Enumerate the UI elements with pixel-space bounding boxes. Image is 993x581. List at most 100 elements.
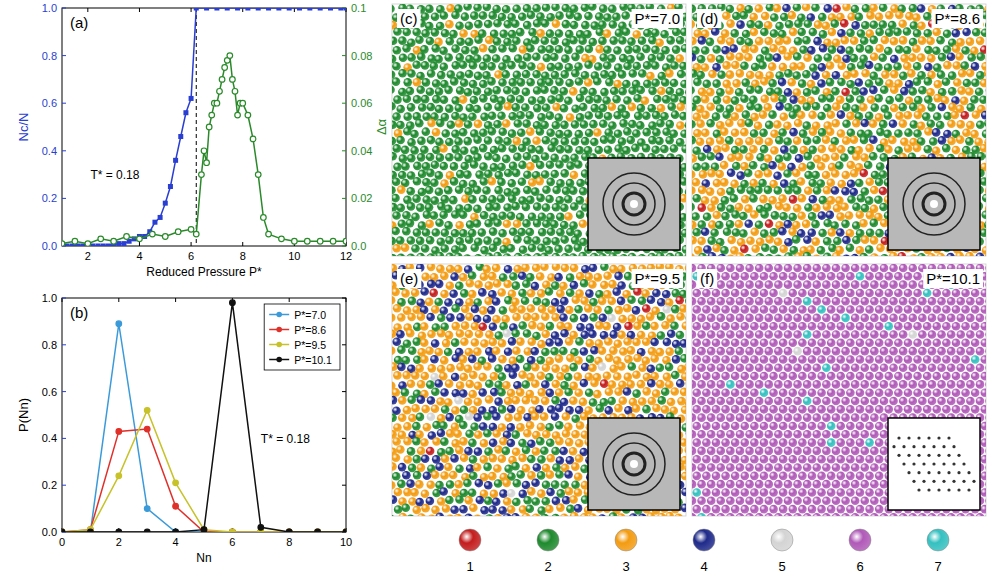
particle bbox=[545, 78, 554, 87]
particle bbox=[507, 212, 516, 221]
y-tick bbox=[342, 344, 346, 345]
inset-ring bbox=[623, 193, 645, 215]
particle bbox=[809, 127, 818, 136]
particle bbox=[525, 111, 534, 120]
y-tick bbox=[62, 485, 66, 486]
particle bbox=[655, 137, 664, 146]
legend: P*=7.0P*=8.6P*=9.5P*=10.1 bbox=[264, 304, 340, 370]
particle bbox=[865, 61, 874, 70]
particle bbox=[775, 102, 784, 111]
particle bbox=[535, 146, 544, 155]
particle bbox=[651, 145, 660, 154]
particle bbox=[523, 236, 532, 245]
x-tick bbox=[242, 242, 243, 246]
particle bbox=[692, 136, 696, 145]
y-tick bbox=[62, 438, 66, 439]
particle bbox=[542, 185, 551, 194]
particle bbox=[938, 53, 947, 62]
particle bbox=[566, 161, 575, 170]
particle bbox=[813, 37, 822, 46]
particle bbox=[685, 121, 686, 130]
particle bbox=[527, 11, 536, 20]
particle bbox=[494, 186, 503, 195]
particle bbox=[417, 137, 426, 146]
particle bbox=[596, 28, 605, 37]
particle bbox=[768, 161, 777, 170]
particle bbox=[956, 135, 965, 144]
particle bbox=[392, 227, 400, 236]
particle bbox=[671, 110, 680, 119]
particle bbox=[789, 62, 798, 71]
particle bbox=[701, 129, 710, 138]
particle bbox=[698, 153, 707, 162]
y-tick-label: 0.2 bbox=[42, 479, 57, 491]
particle bbox=[411, 244, 420, 253]
particle bbox=[555, 29, 564, 38]
particle bbox=[470, 46, 479, 55]
inset-center bbox=[630, 200, 638, 208]
plot-frame bbox=[62, 298, 346, 532]
data-point bbox=[121, 241, 126, 246]
particle bbox=[465, 38, 474, 47]
particle bbox=[770, 94, 779, 103]
particle bbox=[541, 152, 550, 161]
particle bbox=[770, 146, 779, 155]
particle bbox=[498, 62, 507, 71]
particle bbox=[518, 12, 527, 21]
particle bbox=[970, 130, 979, 139]
particle bbox=[735, 104, 744, 113]
particle bbox=[435, 187, 444, 196]
particle bbox=[479, 128, 488, 137]
particle bbox=[822, 171, 831, 180]
particle bbox=[850, 36, 859, 45]
particle bbox=[522, 203, 531, 212]
data-point bbox=[144, 506, 150, 512]
particle bbox=[484, 170, 493, 179]
data-point bbox=[330, 238, 336, 244]
particle bbox=[889, 119, 898, 128]
particle bbox=[924, 63, 933, 72]
particle bbox=[490, 94, 499, 103]
particle bbox=[508, 179, 517, 188]
particle bbox=[768, 110, 777, 119]
particle bbox=[392, 102, 396, 111]
particle bbox=[543, 237, 552, 246]
particle bbox=[860, 169, 869, 178]
particle bbox=[693, 163, 702, 172]
particle bbox=[398, 69, 407, 78]
particle bbox=[840, 203, 849, 212]
particle bbox=[523, 186, 532, 195]
data-point bbox=[286, 529, 292, 532]
particle bbox=[666, 87, 675, 96]
particle bbox=[979, 95, 986, 104]
particle bbox=[985, 152, 986, 161]
particle bbox=[789, 145, 798, 154]
particle bbox=[542, 103, 551, 112]
particle bbox=[760, 145, 769, 154]
particle bbox=[727, 153, 736, 162]
particle bbox=[780, 113, 789, 122]
particle bbox=[422, 178, 431, 187]
particle bbox=[947, 52, 956, 61]
particle bbox=[413, 78, 422, 87]
particle bbox=[832, 71, 841, 80]
y-tick bbox=[342, 391, 346, 392]
annotation: T* = 0.18 bbox=[261, 432, 310, 446]
legend-marker bbox=[276, 312, 282, 318]
particle bbox=[519, 45, 528, 54]
particle bbox=[502, 119, 511, 128]
particle bbox=[598, 253, 607, 256]
particle bbox=[980, 144, 986, 153]
particle bbox=[938, 103, 947, 112]
particle bbox=[485, 36, 494, 45]
particle bbox=[550, 37, 559, 46]
x-tick bbox=[62, 298, 63, 302]
particle bbox=[595, 45, 604, 54]
particle bbox=[392, 36, 397, 45]
data-point bbox=[230, 300, 236, 306]
particle bbox=[511, 202, 520, 211]
data-point bbox=[209, 112, 215, 118]
particle bbox=[503, 86, 512, 95]
particle bbox=[518, 177, 527, 186]
particle bbox=[955, 52, 964, 61]
